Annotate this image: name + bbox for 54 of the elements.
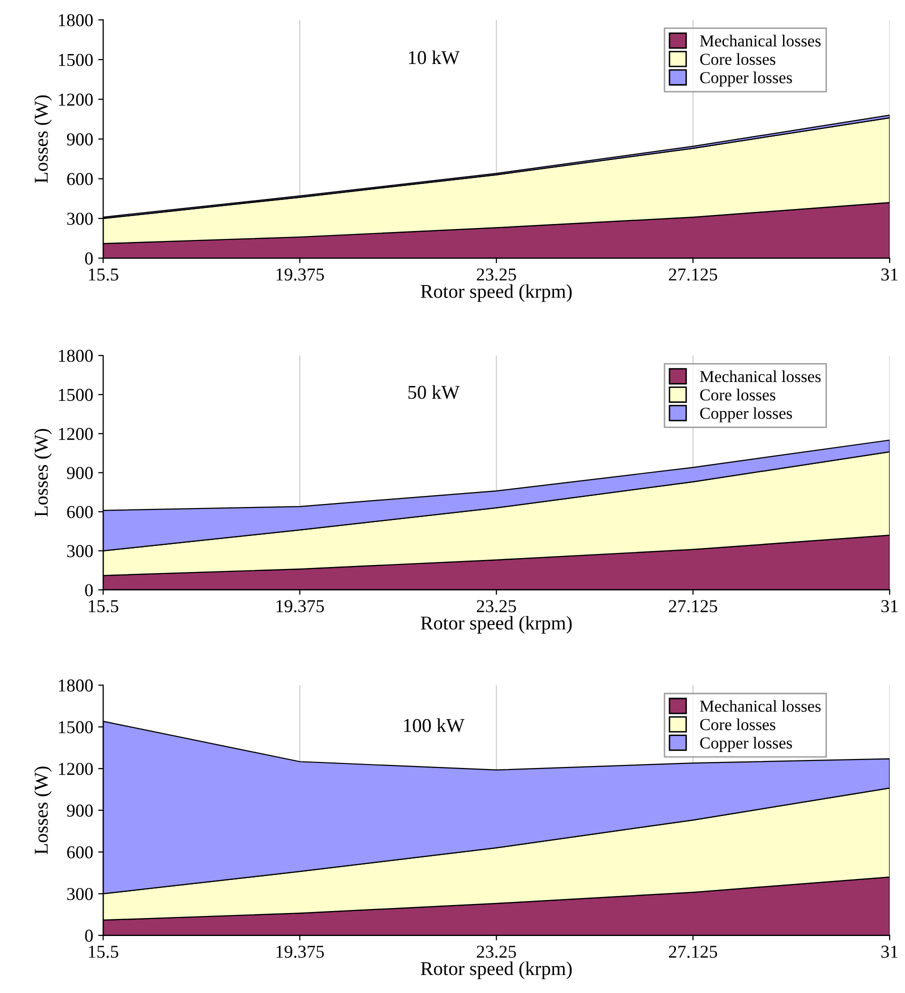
legend-label: Copper losses bbox=[700, 736, 792, 752]
x-tick-label: 27.125 bbox=[668, 268, 718, 281]
text: 10 kW bbox=[408, 50, 460, 64]
x-tick-label: 31 bbox=[881, 946, 898, 958]
y-tick-label: 0 bbox=[85, 930, 93, 942]
legend-label: Mechanical losses bbox=[700, 700, 821, 712]
legend-label: Mechanical losses bbox=[700, 34, 821, 47]
y-tick-label: 0 bbox=[85, 584, 93, 596]
y-tick-label: 300 bbox=[67, 545, 93, 558]
y-tick-label: 1800 bbox=[58, 14, 93, 26]
y-tick-label: 1800 bbox=[58, 679, 93, 692]
y-tick-label: 1200 bbox=[58, 762, 93, 776]
x-tick-label: 31 bbox=[881, 268, 898, 281]
x-tick-label: 27.125 bbox=[668, 600, 718, 612]
x-tick-label: 19.375 bbox=[276, 600, 324, 612]
legend-label: Copper losses bbox=[700, 407, 792, 422]
y-tick-label: 900 bbox=[66, 466, 93, 480]
y-tick-label: 300 bbox=[67, 888, 93, 900]
y-tick-label: 600 bbox=[67, 172, 93, 186]
y-tick-label: 0 bbox=[85, 252, 93, 265]
y-axis-title: Losses (W) bbox=[34, 428, 52, 517]
y-tick-label: 900 bbox=[66, 804, 93, 817]
x-tick-label: 23.25 bbox=[476, 600, 516, 612]
text: 50 kW bbox=[408, 385, 460, 400]
x-axis-title: Rotor speed (krpm) bbox=[420, 284, 572, 302]
x-tick-label: 15.5 bbox=[88, 600, 118, 612]
legend-label: Mechanical losses bbox=[700, 370, 821, 382]
y-tick-label: 900 bbox=[66, 133, 93, 146]
text: 100 kW bbox=[404, 718, 464, 732]
y-tick-label: 600 bbox=[67, 846, 93, 858]
y-tick-label: 1800 bbox=[58, 350, 93, 362]
legend-label: Copper losses bbox=[700, 72, 792, 87]
legend-label: Core losses bbox=[700, 388, 776, 401]
x-axis-title: Rotor speed (krpm) bbox=[420, 962, 572, 980]
x-tick-label: 15.5 bbox=[88, 946, 118, 958]
x-tick-label: 19.375 bbox=[276, 268, 324, 281]
legend-label: Core losses bbox=[700, 718, 776, 730]
x-tick-label: 23.25 bbox=[476, 268, 516, 281]
y-tick-label: 600 bbox=[67, 506, 93, 518]
y-axis-title: Losses (W) bbox=[34, 766, 52, 854]
y-tick-label: 1200 bbox=[58, 428, 93, 440]
y-tick-label: 1500 bbox=[58, 721, 93, 734]
x-tick-label: 27.125 bbox=[668, 946, 718, 958]
x-tick-label: 19.375 bbox=[276, 946, 324, 958]
legend-label: Core losses bbox=[700, 53, 776, 65]
y-tick-label: 300 bbox=[67, 212, 93, 225]
y-tick-label: 1500 bbox=[58, 54, 93, 66]
y-tick-label: 1200 bbox=[58, 94, 93, 106]
x-tick-label: 31 bbox=[881, 600, 898, 612]
x-axis-title: Rotor speed (krpm) bbox=[420, 616, 572, 634]
y-tick-label: 1500 bbox=[58, 388, 93, 401]
y-axis-title: Losses (W) bbox=[34, 95, 52, 184]
x-tick-label: 23.25 bbox=[476, 946, 516, 958]
x-tick-label: 15.5 bbox=[88, 268, 118, 281]
